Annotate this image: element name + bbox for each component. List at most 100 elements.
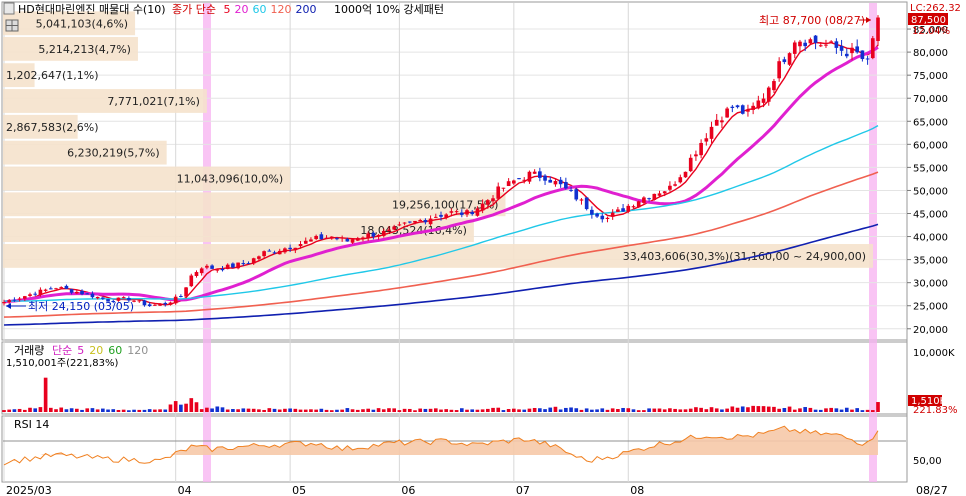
candle-body xyxy=(824,44,828,46)
volume-bar xyxy=(803,407,807,412)
candle-body xyxy=(709,126,714,139)
volume-bar xyxy=(844,407,849,412)
volume-bar xyxy=(241,408,246,412)
volume-bar xyxy=(517,409,521,412)
candle-body xyxy=(792,42,797,54)
candle-body xyxy=(246,263,251,265)
candle-body xyxy=(740,105,745,114)
volume-bar xyxy=(798,408,802,412)
volume-bar xyxy=(631,409,636,412)
volume-bar xyxy=(33,408,38,412)
date-tick-label: 2025/03 xyxy=(6,484,52,496)
volume-bar xyxy=(605,409,610,412)
volume-bar xyxy=(512,408,516,412)
candle-body xyxy=(668,185,672,190)
candle-body xyxy=(465,210,469,215)
volume-bar xyxy=(402,408,407,412)
volume-bar xyxy=(725,408,729,412)
volume-bar xyxy=(127,410,131,412)
candle-body xyxy=(194,272,199,276)
volume-bar xyxy=(272,408,277,412)
volume-profile-label: 19,256,100(17,5%) xyxy=(392,198,499,211)
candle-body xyxy=(7,300,12,303)
candle-body xyxy=(54,288,58,290)
candle-body xyxy=(704,138,709,142)
candle-body xyxy=(288,247,292,250)
volume-bar xyxy=(189,398,194,412)
volume-bar xyxy=(85,408,90,412)
last-date-label: 08/27 xyxy=(916,484,948,496)
candle-body xyxy=(2,302,6,304)
volume-bar xyxy=(532,407,537,412)
candle-body xyxy=(236,262,240,269)
volume-bar xyxy=(657,408,662,412)
volume-bar xyxy=(616,409,620,412)
volume-bar xyxy=(491,407,495,412)
volume-bar xyxy=(688,408,693,412)
candle-body xyxy=(860,50,865,60)
candle-body xyxy=(173,296,178,304)
volume-bar xyxy=(595,409,599,412)
candle-body xyxy=(329,236,334,239)
candle-body xyxy=(720,120,724,123)
candle-body xyxy=(652,193,657,200)
volume-profile-label: 33,403,606(30,3%)(31,160,00 ~ 24,900,00) xyxy=(623,250,866,263)
candle-body xyxy=(298,244,303,247)
volume-profile-label: 11,043,096(10,0%) xyxy=(177,172,284,185)
volume-bar xyxy=(751,405,755,412)
volume-bar xyxy=(527,408,532,412)
last-volume-label: 1,510,001주(221,83%) xyxy=(6,358,118,369)
volume-bar xyxy=(54,409,58,412)
volume-bar xyxy=(366,408,370,412)
volume-bar xyxy=(579,409,584,412)
candle-body xyxy=(850,47,854,54)
candle-body xyxy=(64,285,69,289)
candle-body xyxy=(22,296,27,299)
volume-bar xyxy=(642,410,646,412)
volume-bar xyxy=(101,408,105,412)
price-tick-label: 55,000 xyxy=(913,163,948,174)
volume-bar xyxy=(829,407,833,412)
candle-body xyxy=(423,220,428,223)
candle-body xyxy=(153,304,157,306)
volume-legend-item: 120 xyxy=(127,344,148,357)
last-price-label: 87,500 xyxy=(911,15,946,26)
candle-body xyxy=(350,239,355,243)
date-axis: 2025/03 04 05 06 07 08 08/27 xyxy=(6,484,948,496)
volume-bar xyxy=(43,377,48,412)
volume-bar xyxy=(699,407,703,412)
volume-bar xyxy=(257,409,261,412)
price-tick-label: 25,000 xyxy=(913,302,948,313)
candle-body xyxy=(512,180,516,184)
candle-body xyxy=(184,287,188,297)
price-tick-label: 80,000 xyxy=(913,48,948,59)
candle-body xyxy=(564,181,568,189)
volume-bar xyxy=(694,407,698,412)
volume-bar xyxy=(298,409,303,412)
candle-body xyxy=(558,179,563,185)
candle-body xyxy=(834,41,839,48)
price-tick-label: 40,000 xyxy=(913,233,948,244)
candle-body xyxy=(205,265,209,268)
volume-legend-item: 60 xyxy=(108,344,122,357)
volume-bar xyxy=(381,409,386,412)
candle-body xyxy=(621,208,625,212)
volume-bar xyxy=(371,409,376,412)
volume-bar xyxy=(335,409,339,412)
volume-bar xyxy=(329,410,334,412)
candle-body xyxy=(756,100,761,109)
volume-bar xyxy=(652,408,657,412)
candle-body xyxy=(714,119,719,126)
candle-body xyxy=(158,303,162,306)
candle-body xyxy=(480,203,485,211)
candle-body xyxy=(798,41,802,47)
candle-body xyxy=(106,299,110,302)
volume-profile-label: 7,771,021(7,1%) xyxy=(107,95,200,108)
volume-bar xyxy=(730,406,735,412)
price-axis: 85,000 80,000 75,000 70,000 65,000 60,000 55,0… xyxy=(907,25,948,336)
candle-body xyxy=(517,178,521,180)
last-volume-pct: 221.83% xyxy=(913,405,958,416)
ma-line-60 xyxy=(4,124,879,302)
ma-line-120 xyxy=(3,171,879,318)
